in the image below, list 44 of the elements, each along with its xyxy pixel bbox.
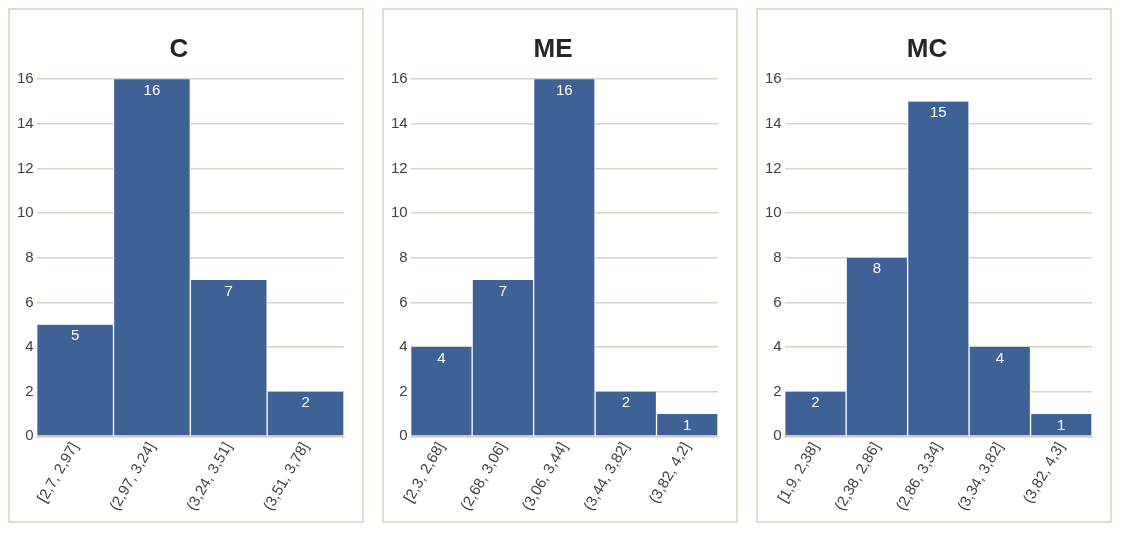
- y-tick-label: 8: [25, 247, 34, 265]
- data-label: 2: [811, 393, 820, 411]
- chart-title: C: [169, 32, 189, 63]
- data-label: 16: [143, 80, 161, 98]
- y-tick-label: 16: [391, 69, 408, 87]
- y-tick-label: 8: [399, 247, 408, 265]
- y-tick-label: 10: [17, 203, 34, 221]
- y-tick-label: 14: [17, 113, 34, 131]
- y-tick-label: 4: [773, 337, 782, 355]
- data-label: 7: [224, 281, 233, 299]
- y-tick-label: 12: [17, 158, 34, 176]
- chart-title: ME: [533, 32, 573, 63]
- chart-title: MC: [906, 32, 948, 63]
- y-tick-label: 8: [773, 247, 782, 265]
- data-label: 4: [995, 348, 1004, 366]
- y-tick-label: 10: [765, 203, 782, 221]
- y-tick-label: 10: [391, 203, 408, 221]
- y-tick-label: 4: [25, 337, 34, 355]
- data-label: 4: [437, 348, 446, 366]
- y-tick-label: 6: [399, 292, 408, 310]
- y-tick-label: 16: [765, 69, 782, 87]
- y-tick-label: 4: [399, 337, 408, 355]
- data-label: 1: [683, 415, 692, 433]
- y-tick-label: 12: [391, 158, 408, 176]
- data-label: 2: [621, 393, 630, 411]
- y-tick-label: 2: [773, 381, 782, 399]
- y-tick-label: 2: [399, 381, 408, 399]
- y-tick-label: 14: [765, 113, 782, 131]
- y-tick-label: 0: [25, 426, 34, 444]
- y-tick-label: 6: [25, 292, 34, 310]
- y-tick-label: 0: [773, 426, 782, 444]
- data-label: 15: [930, 103, 947, 121]
- data-label: 7: [498, 281, 508, 299]
- y-tick-label: 16: [17, 69, 34, 87]
- y-tick-label: 2: [25, 381, 34, 399]
- data-label: 2: [301, 393, 310, 411]
- y-tick-label: 0: [399, 426, 408, 444]
- y-tick-label: 14: [391, 113, 408, 131]
- data-label: 1: [1057, 415, 1066, 433]
- data-label: 16: [556, 80, 573, 98]
- y-tick-label: 6: [773, 292, 782, 310]
- y-tick-label: 12: [765, 158, 782, 176]
- data-label: 5: [70, 326, 80, 344]
- data-label: 8: [872, 259, 882, 277]
